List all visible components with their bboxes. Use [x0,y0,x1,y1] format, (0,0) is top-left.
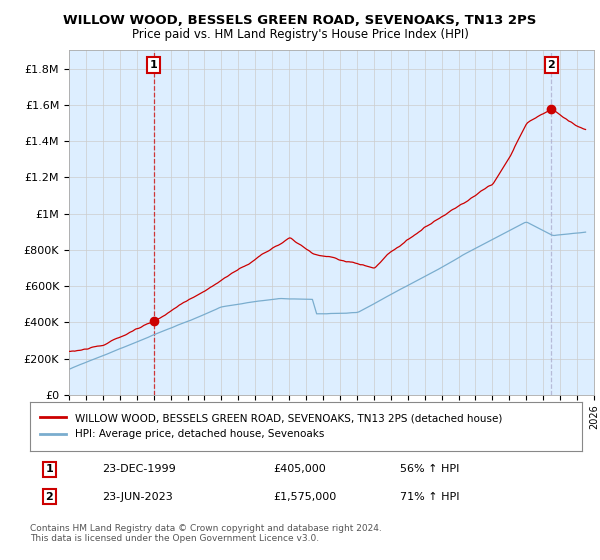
Text: 71% ↑ HPI: 71% ↑ HPI [400,492,460,502]
Text: £405,000: £405,000 [273,464,326,474]
Text: £1,575,000: £1,575,000 [273,492,336,502]
Text: 2: 2 [547,60,555,70]
Text: Contains HM Land Registry data © Crown copyright and database right 2024.
This d: Contains HM Land Registry data © Crown c… [30,524,382,543]
Text: 2: 2 [46,492,53,502]
Text: 56% ↑ HPI: 56% ↑ HPI [400,464,459,474]
Text: WILLOW WOOD, BESSELS GREEN ROAD, SEVENOAKS, TN13 2PS: WILLOW WOOD, BESSELS GREEN ROAD, SEVENOA… [64,14,536,27]
Text: 1: 1 [150,60,158,70]
Text: 1: 1 [46,464,53,474]
Text: Price paid vs. HM Land Registry's House Price Index (HPI): Price paid vs. HM Land Registry's House … [131,28,469,41]
Text: 23-DEC-1999: 23-DEC-1999 [102,464,176,474]
Legend: WILLOW WOOD, BESSELS GREEN ROAD, SEVENOAKS, TN13 2PS (detached house), HPI: Aver: WILLOW WOOD, BESSELS GREEN ROAD, SEVENOA… [36,409,506,444]
Text: 23-JUN-2023: 23-JUN-2023 [102,492,173,502]
